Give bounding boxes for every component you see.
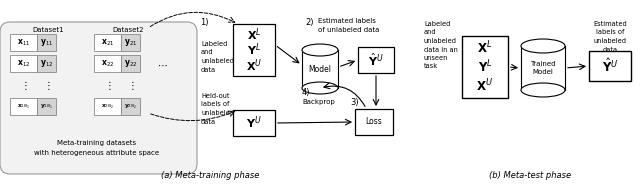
Text: Estimated
labels of
unlabeled
data: Estimated labels of unlabeled data	[593, 21, 627, 52]
Text: $\vdots$: $\vdots$	[127, 79, 134, 91]
Text: $\hat{\mathbf{Y}}^U$: $\hat{\mathbf{Y}}^U$	[602, 57, 618, 75]
Bar	[302, 50, 338, 88]
Text: $\mathbf{y}_{1N_1}$: $\mathbf{y}_{1N_1}$	[40, 102, 53, 111]
Text: with heterogeneous attribute space: with heterogeneous attribute space	[35, 150, 159, 156]
Bar	[10, 98, 37, 115]
Text: $\mathbf{Y}^L$: $\mathbf{Y}^L$	[477, 59, 492, 75]
Text: $\mathbf{x}_{22}$: $\mathbf{x}_{22}$	[101, 58, 114, 69]
Text: $\vdots$: $\vdots$	[20, 79, 27, 91]
Text: Labeled
and
unlabeled
data: Labeled and unlabeled data	[201, 41, 234, 73]
Ellipse shape	[521, 39, 565, 53]
Text: $\mathbf{x}_{12}$: $\mathbf{x}_{12}$	[17, 58, 30, 69]
Text: Dataset2: Dataset2	[112, 27, 144, 33]
Text: $\mathbf{y}_{2N_2}$: $\mathbf{y}_{2N_2}$	[124, 102, 137, 111]
Bar	[121, 34, 140, 51]
Text: $\mathbf{y}_{22}$: $\mathbf{y}_{22}$	[124, 58, 137, 69]
Text: $\mathbf{Y}^U$: $\mathbf{Y}^U$	[246, 115, 262, 131]
Text: $\vdots$: $\vdots$	[104, 79, 111, 91]
Bar	[37, 34, 56, 51]
Text: 1): 1)	[200, 19, 209, 27]
Bar	[94, 55, 121, 72]
Text: 4): 4)	[302, 89, 310, 97]
Text: Held-out
labels of
unlabeled
data: Held-out labels of unlabeled data	[201, 93, 234, 124]
Ellipse shape	[302, 44, 338, 56]
Text: $\mathbf{X}^U$: $\mathbf{X}^U$	[246, 57, 262, 74]
Bar	[94, 98, 121, 115]
Text: 2): 2)	[305, 19, 314, 27]
Bar	[10, 34, 37, 51]
Text: $\mathbf{y}_{11}$: $\mathbf{y}_{11}$	[40, 37, 53, 48]
Ellipse shape	[302, 82, 338, 94]
Text: $\mathbf{y}_{21}$: $\mathbf{y}_{21}$	[124, 37, 137, 48]
Text: $\mathbf{x}_{1N_1}$: $\mathbf{x}_{1N_1}$	[17, 102, 30, 111]
Text: Labeled
and
unlabeled
data in an
unseen
task: Labeled and unlabeled data in an unseen …	[424, 21, 458, 69]
Text: Model: Model	[308, 64, 332, 74]
Text: Loss: Loss	[365, 118, 382, 126]
Text: $\cdots$: $\cdots$	[157, 60, 167, 70]
Text: 3): 3)	[350, 97, 358, 107]
Text: Trained
Model: Trained Model	[531, 61, 556, 75]
FancyBboxPatch shape	[0, 22, 197, 174]
Bar	[10, 55, 37, 72]
Bar	[462, 36, 508, 98]
Text: $\mathbf{x}_{11}$: $\mathbf{x}_{11}$	[17, 37, 30, 48]
Text: Dataset1: Dataset1	[32, 27, 64, 33]
Text: $\vdots$: $\vdots$	[43, 79, 50, 91]
Ellipse shape	[521, 83, 565, 97]
Text: $\mathbf{x}_{2N_2}$: $\mathbf{x}_{2N_2}$	[101, 102, 114, 111]
Bar	[94, 34, 121, 51]
Bar	[37, 55, 56, 72]
Bar	[233, 110, 275, 136]
Bar	[355, 109, 393, 135]
Bar	[233, 24, 275, 76]
Bar	[521, 46, 565, 90]
Text: $\hat{\mathbf{Y}}^U$: $\hat{\mathbf{Y}}^U$	[368, 52, 384, 68]
Text: Estimated labels: Estimated labels	[318, 18, 376, 24]
Bar	[37, 98, 56, 115]
Text: $\mathbf{X}^U$: $\mathbf{X}^U$	[476, 77, 493, 94]
Text: $\mathbf{Y}^L$: $\mathbf{Y}^L$	[247, 42, 261, 58]
Bar	[589, 51, 631, 81]
Text: $\mathbf{X}^L$: $\mathbf{X}^L$	[247, 26, 261, 43]
Bar	[121, 55, 140, 72]
Text: (b) Meta-test phase: (b) Meta-test phase	[489, 170, 571, 179]
Text: $\mathbf{X}^L$: $\mathbf{X}^L$	[477, 40, 493, 57]
Text: $\mathbf{y}_{12}$: $\mathbf{y}_{12}$	[40, 58, 53, 69]
Bar	[358, 47, 394, 73]
Text: (a) Meta-training phase: (a) Meta-training phase	[161, 170, 259, 179]
Text: Backprop: Backprop	[302, 99, 335, 105]
Text: $\mathbf{x}_{21}$: $\mathbf{x}_{21}$	[101, 37, 114, 48]
Text: Meta-training datasets: Meta-training datasets	[58, 140, 136, 146]
Bar	[121, 98, 140, 115]
Text: of unlabeled data: of unlabeled data	[318, 27, 380, 33]
